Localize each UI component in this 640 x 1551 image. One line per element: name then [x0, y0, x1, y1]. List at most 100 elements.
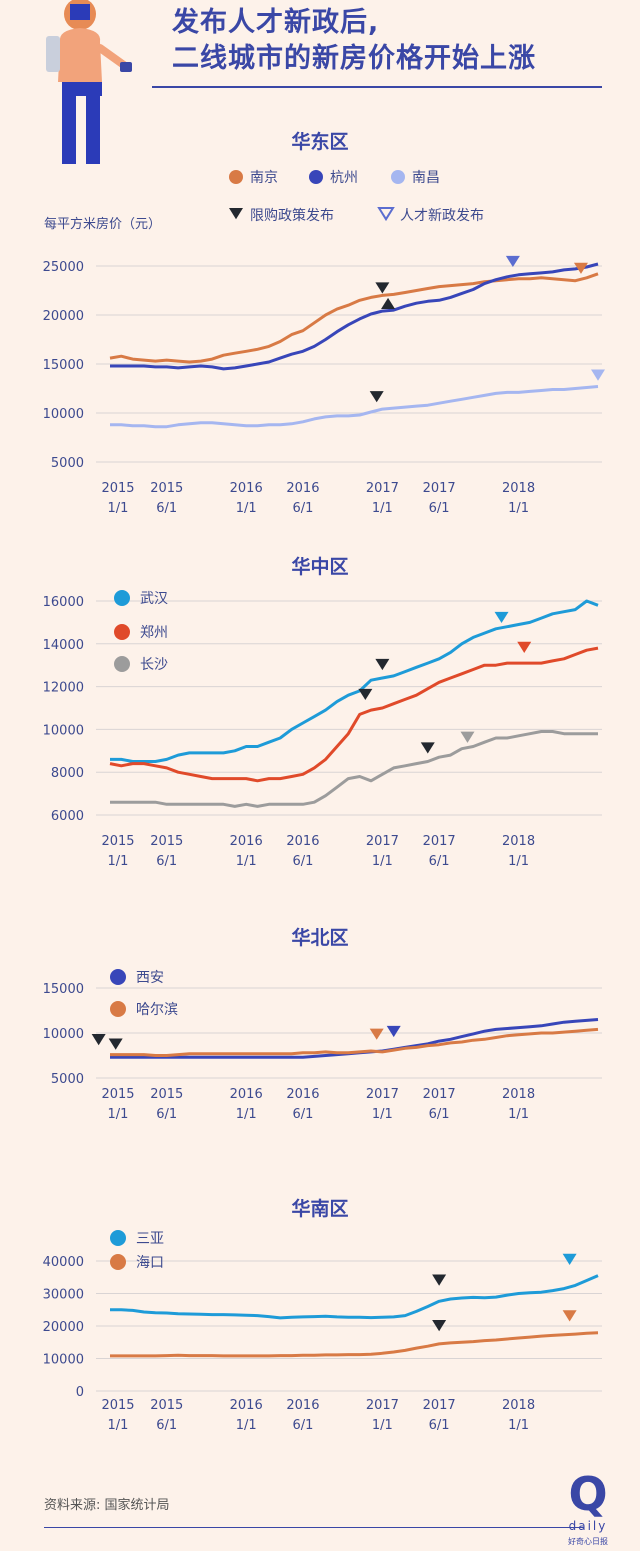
chart-south: 华南区 0 10000 20000 30000 40000 2015 1/1 2015 6/1 20…	[43, 1197, 602, 1433]
series-line-1	[110, 1027, 599, 1057]
x-tick-label-year: 2017	[366, 834, 399, 849]
legend-dot	[114, 590, 130, 606]
x-tick-label-date: 1/1	[108, 854, 129, 869]
legend-limit-icon	[229, 208, 243, 220]
talent-policy-marker	[494, 611, 509, 624]
x-tick-label-date: 1/1	[372, 1418, 393, 1433]
x-tick-label-year: 2018	[502, 1087, 535, 1102]
x-tick-label-date: 6/1	[156, 1418, 177, 1433]
y-tick-label: 30000	[43, 1288, 84, 1303]
legend-label: 三亚	[136, 1231, 164, 1247]
legend-dot	[309, 170, 323, 184]
page-title-line1: 发布人才新政后,	[172, 7, 380, 38]
series-line-0	[110, 1274, 599, 1320]
x-tick-label-year: 2018	[502, 481, 535, 496]
y-tick-label: 0	[76, 1385, 84, 1400]
x-tick-label-year: 2018	[502, 1398, 535, 1413]
y-tick-label: 16000	[43, 595, 84, 610]
legend-dot	[391, 170, 405, 184]
chart-title: 华南区	[291, 1197, 348, 1220]
y-tick-label: 10000	[43, 407, 84, 422]
legend-label: 人才新政发布	[400, 208, 484, 224]
legend-dot	[114, 624, 130, 640]
y-tick-label: 15000	[43, 982, 84, 997]
x-tick-label-year: 2015	[101, 1398, 134, 1413]
x-tick-label-year: 2017	[423, 1398, 456, 1413]
limit-policy-marker	[432, 1320, 447, 1332]
y-axis-label: 每平方米房价（元）	[44, 216, 161, 232]
series-line-2	[110, 730, 598, 808]
y-tick-label: 5000	[51, 1072, 84, 1087]
x-tick-label-year: 2016	[230, 481, 263, 496]
x-tick-label-year: 2015	[150, 481, 183, 496]
legend-talent-icon	[377, 207, 395, 222]
x-tick-label-year: 2015	[101, 481, 134, 496]
chart-title: 华北区	[291, 926, 348, 949]
logo-name: 好奇心日报	[568, 1536, 608, 1546]
chart-title: 华东区	[291, 130, 348, 153]
talent-policy-marker	[386, 1025, 401, 1038]
person-illustration	[46, 0, 132, 164]
legend-label: 西安	[136, 970, 164, 986]
y-tick-label: 8000	[51, 766, 84, 781]
chart-central: 华中区 6000 8000 10000 12000 14000 16000 2015 1/1 20…	[43, 555, 602, 869]
series-line-1	[110, 262, 599, 371]
legend-label: 郑州	[140, 625, 168, 641]
talent-policy-marker	[573, 262, 588, 274]
x-tick-label-date: 6/1	[429, 854, 450, 869]
x-tick-label-date: 1/1	[236, 501, 257, 516]
chart-north: 华北区 5000 10000 15000 2015 1/1 2015 6/1 2016 1/1 20…	[43, 926, 602, 1122]
x-tick-label-date: 1/1	[372, 854, 393, 869]
series-line-0	[109, 272, 599, 364]
legend-label: 限购政策发布	[250, 207, 334, 224]
limit-policy-marker	[375, 658, 390, 671]
x-tick-label-date: 6/1	[429, 1107, 450, 1122]
talent-policy-marker	[562, 1253, 577, 1265]
y-tick-label: 40000	[43, 1255, 84, 1270]
talent-policy-marker	[517, 641, 532, 653]
y-tick-label: 10000	[43, 1027, 84, 1042]
legend-dot	[229, 170, 243, 184]
x-tick-label-year: 2017	[423, 1087, 456, 1102]
legend-dot	[110, 1254, 126, 1270]
legend-label: 杭州	[330, 170, 358, 186]
x-tick-label-year: 2015	[150, 834, 183, 849]
y-tick-label: 25000	[43, 260, 84, 275]
x-tick-label-year: 2015	[150, 1087, 183, 1102]
limit-policy-marker	[381, 297, 396, 310]
footer-divider	[44, 1527, 584, 1528]
x-tick-label-date: 1/1	[108, 1418, 129, 1433]
y-tick-label: 15000	[43, 358, 84, 373]
x-tick-label-year: 2016	[230, 834, 263, 849]
person-icon	[46, 0, 132, 164]
y-tick-label: 14000	[43, 638, 84, 653]
x-tick-label-year: 2016	[286, 481, 319, 496]
title-divider	[152, 86, 602, 88]
y-tick-label: 5000	[51, 456, 84, 471]
legend-label: 南昌	[412, 170, 440, 186]
talent-policy-marker	[369, 1028, 384, 1040]
chart-title: 华中区	[291, 555, 348, 578]
legend-dot	[114, 656, 130, 672]
page-title-line2: 二线城市的新房价格开始上涨	[172, 43, 536, 74]
y-tick-label: 6000	[51, 809, 84, 824]
y-tick-label: 10000	[43, 1353, 84, 1368]
x-tick-label-date: 1/1	[236, 1418, 257, 1433]
x-tick-label-date: 6/1	[429, 501, 450, 516]
logo-letter: Q	[568, 1467, 607, 1521]
x-tick-label-year: 2017	[366, 1087, 399, 1102]
y-tick-label: 20000	[43, 309, 84, 324]
legend-label: 南京	[250, 170, 278, 186]
limit-policy-marker	[108, 1038, 123, 1050]
x-tick-label-date: 6/1	[156, 501, 177, 516]
x-tick-label-date: 6/1	[292, 854, 313, 869]
talent-policy-marker	[460, 731, 475, 743]
x-tick-label-year: 2016	[286, 1398, 319, 1413]
legend-dot	[110, 1230, 126, 1246]
x-tick-label-date: 6/1	[429, 1418, 450, 1433]
y-tick-label: 20000	[43, 1320, 84, 1335]
x-tick-label-date: 6/1	[292, 501, 313, 516]
x-tick-label-year: 2015	[101, 1087, 134, 1102]
x-tick-label-date: 6/1	[292, 1107, 313, 1122]
legend-label: 哈尔滨	[136, 1002, 178, 1018]
